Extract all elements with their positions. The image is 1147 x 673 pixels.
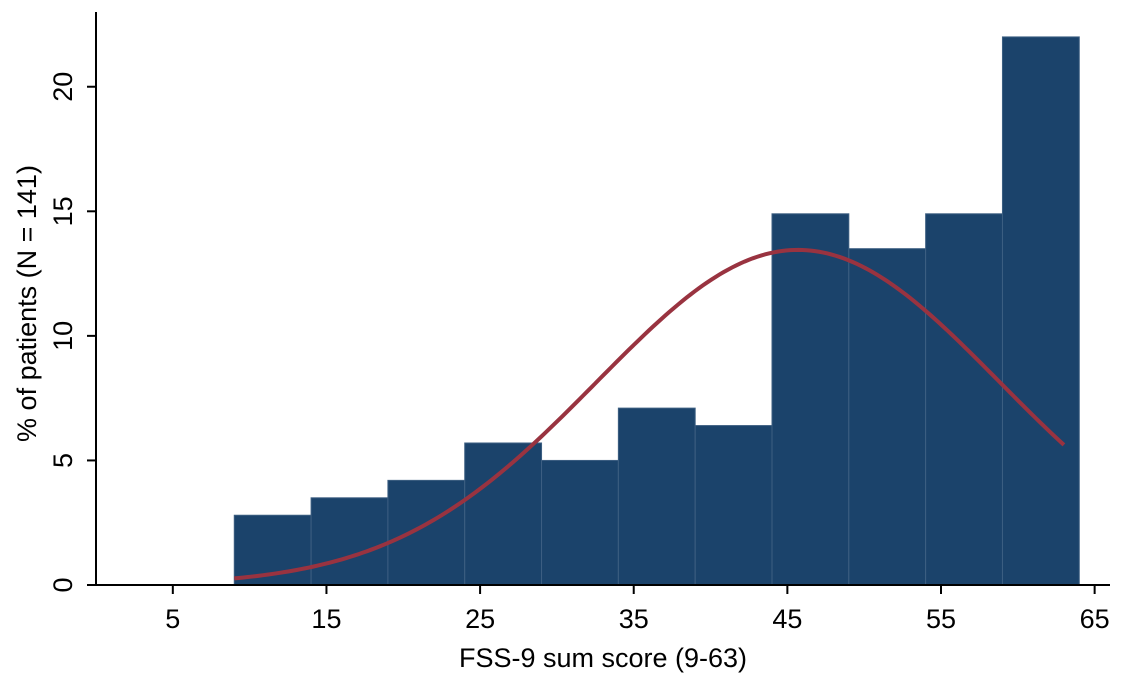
x-tick-label: 45 [772,604,802,634]
y-tick-label: 0 [48,577,78,592]
x-tick-label: 5 [165,604,180,634]
normal-density-curve [234,247,1066,581]
bars-layer [233,36,1080,586]
y-tick-label: 20 [48,72,78,102]
histogram-bar-10 [925,213,1003,586]
histogram-bar-2 [310,497,389,586]
y-tick-label: 10 [48,321,78,351]
x-tick-label: 65 [1080,604,1110,634]
histogram-bar-6 [617,407,696,586]
y-axis-label: % of patients (N = 141) [12,165,42,442]
histogram-bar-9 [848,248,927,586]
x-tick-label: 55 [926,604,956,634]
x-tick-label: 35 [619,604,649,634]
histogram-bar-4 [464,442,543,586]
histogram-bar-3 [387,479,466,586]
histogram-bar-7 [694,425,773,586]
histogram-bar-8 [771,213,850,586]
histogram-bar-5 [541,459,619,586]
y-tick-label: 5 [48,453,78,468]
y-ticks: 0 5 10 15 20 [48,72,96,593]
x-tick-label: 25 [465,604,495,634]
y-tick-label: 15 [48,196,78,226]
x-ticks: 5 15 25 35 45 55 65 [165,585,1110,634]
x-axis-label: FSS-9 sum score (9-63) [459,643,747,673]
histogram-bar-11 [1001,36,1080,586]
x-tick-label: 15 [311,604,341,634]
